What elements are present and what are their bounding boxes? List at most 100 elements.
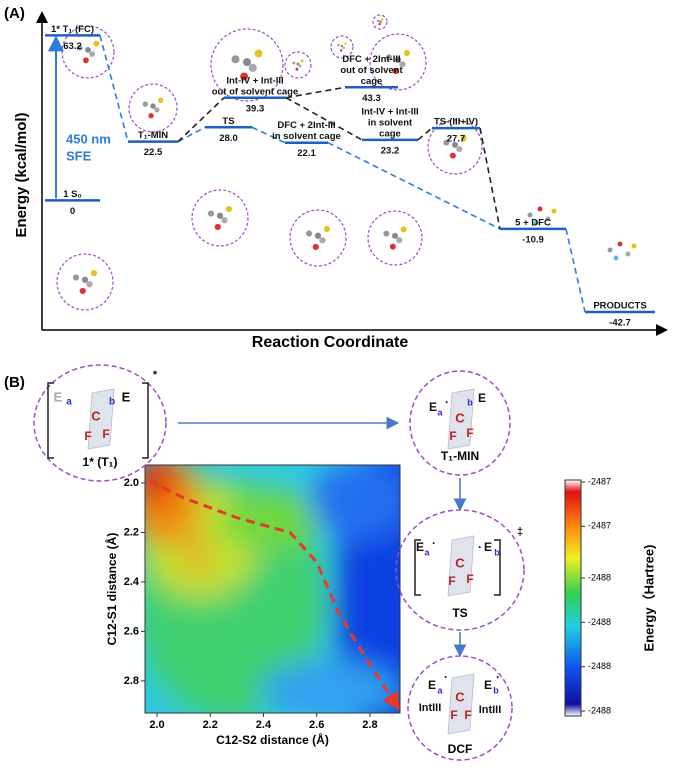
atom — [240, 72, 249, 81]
atom — [378, 20, 382, 23]
schematic-node — [409, 370, 511, 476]
level-value: 28.0 — [219, 133, 238, 144]
y-axis-label: Energy (kcal/mol) — [13, 112, 30, 237]
x-tick-label: 2.2 — [203, 719, 218, 731]
atom — [613, 255, 619, 261]
schematic-symbol: E — [416, 540, 424, 554]
schematic-symbol: a — [437, 685, 443, 695]
level-name: DFC + 2Int-III — [277, 120, 335, 131]
molecule-bubble — [369, 33, 427, 91]
bracket — [414, 539, 421, 596]
atom — [207, 210, 215, 217]
schematic-symbol: · — [496, 670, 500, 684]
atom — [392, 67, 399, 75]
colorbar — [564, 479, 582, 717]
atom — [337, 44, 340, 47]
atom — [389, 243, 396, 250]
schematic-symbol: E — [122, 389, 131, 404]
colorbar-tick-label: -2487 — [588, 521, 611, 531]
level-name: TS — [222, 116, 234, 127]
atom — [403, 49, 411, 57]
panel-a: (A) Energy (kcal/mol) Reaction Coordinat… — [4, 5, 668, 351]
atom — [385, 54, 393, 61]
atom — [296, 62, 300, 66]
schematic-symbol: C — [455, 410, 465, 425]
schematic-symbol: · — [478, 540, 482, 554]
atom — [312, 243, 319, 251]
connector — [177, 97, 225, 143]
schematic-symbol: E — [478, 391, 486, 405]
x-axis-label: Reaction Coordinate — [252, 334, 409, 351]
schematic-symbol: F — [464, 708, 471, 722]
atom — [150, 103, 156, 109]
schematic-symbol: F — [466, 426, 473, 440]
level-name: T₁-MIN — [138, 130, 168, 141]
schematic-symbol: b — [493, 685, 499, 695]
level-name: out of solvent cage — [212, 86, 299, 97]
schematic-symbol: a — [424, 547, 430, 557]
atom — [292, 61, 296, 65]
schematic-symbol: C — [91, 408, 101, 423]
atom — [456, 146, 463, 153]
connector — [565, 228, 586, 313]
panel-label: (B) — [4, 374, 25, 391]
level-name: Int-IV + Int-III — [361, 106, 418, 117]
atom — [392, 232, 398, 239]
atom — [76, 44, 83, 51]
colorbar-tick-label: -2488 — [588, 617, 611, 627]
molecule-bubble — [210, 28, 284, 102]
y-axis-label: C12-S1 distance (Å) — [104, 533, 119, 646]
schematic-symbol: b — [109, 397, 115, 408]
schematic-label: DCF — [448, 742, 473, 756]
atom — [221, 217, 228, 224]
level-value: 43.3 — [362, 93, 381, 104]
molecule-bubble — [330, 35, 354, 59]
level-name: Int-IV + Int-III — [226, 75, 283, 86]
schematic-symbol: F — [466, 572, 473, 586]
connector — [99, 35, 129, 142]
molecule-plane — [87, 388, 115, 450]
molecule-plane — [447, 535, 475, 597]
atom — [376, 19, 379, 23]
bracket — [47, 382, 54, 459]
level-value: -42.7 — [609, 318, 631, 329]
atom — [607, 247, 613, 253]
atom — [248, 63, 257, 72]
atom — [527, 212, 533, 218]
schematic-label: T₁-MIN — [441, 449, 479, 463]
atom — [443, 139, 450, 146]
molecule-plane — [447, 388, 475, 450]
heatmap-frame — [144, 464, 401, 714]
colorbar-tick-label: -2488 — [588, 661, 611, 671]
connector — [251, 126, 286, 144]
atom — [79, 287, 86, 295]
molecule-bubble — [289, 209, 347, 267]
level-value: 22.1 — [297, 148, 316, 159]
panel-b: (B) — [4, 374, 582, 717]
atom — [340, 44, 344, 48]
schematic-symbol: C — [455, 689, 465, 704]
connector — [479, 127, 501, 230]
y-tick-label: 2.2 — [124, 526, 139, 538]
atom — [254, 49, 263, 58]
atom — [298, 64, 302, 68]
schematic-symbol: F — [449, 429, 456, 443]
x-axis-label: C12-S2 distance (Å) — [216, 732, 329, 747]
level-name: 1* T₁ (FC) — [51, 24, 94, 35]
molecule-plane — [447, 673, 475, 735]
y-tick-label: 2.0 — [124, 477, 139, 489]
atom — [243, 58, 251, 67]
atom — [90, 269, 98, 277]
colorbar-tick-label: -2488 — [588, 705, 611, 715]
level-value: 27.7 — [447, 134, 466, 145]
atom — [545, 216, 551, 222]
level-name: in solvent — [368, 117, 413, 128]
x-tick-label: 2.0 — [149, 719, 164, 731]
level-name: 5 + DFC — [515, 217, 551, 228]
colorbar-tick-label: -2487 — [588, 476, 611, 486]
connector — [285, 97, 363, 141]
schematic-symbol: E — [428, 678, 436, 692]
x-tick-label: 2.8 — [362, 719, 377, 731]
level-name: cage — [361, 76, 383, 87]
atom — [158, 97, 164, 103]
